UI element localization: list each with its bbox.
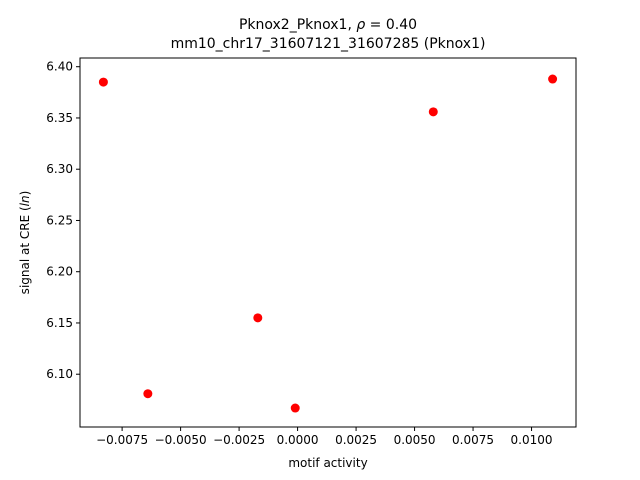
x-tick-label: 0.0025 — [335, 433, 377, 447]
ylabel-suffix: ) — [18, 191, 32, 196]
scatter-point — [143, 389, 153, 399]
ylabel-italic: ln — [18, 195, 32, 206]
y-tick-label: 6.25 — [46, 213, 73, 227]
x-tick-label: 0.0100 — [511, 433, 553, 447]
scatter-point — [428, 107, 438, 117]
scatter-point — [290, 403, 300, 413]
x-tick-label: −0.0075 — [96, 433, 148, 447]
chart-title-line1: Pknox2_Pknox1, ρ = 0.40 — [239, 17, 417, 33]
scatter-point — [253, 313, 263, 323]
chart-title-line2: mm10_chr17_31607121_31607285 (Pknox1) — [171, 36, 486, 52]
title-prefix: Pknox2_Pknox1, — [239, 17, 356, 33]
plot-area-frame — [79, 57, 577, 428]
y-axis-label: signal at CRE (ln) — [18, 191, 32, 295]
y-tick-label: 6.35 — [46, 111, 73, 125]
scatter-point — [548, 74, 558, 84]
data-points — [98, 74, 558, 413]
y-tick-label: 6.10 — [46, 367, 73, 381]
y-tick-label: 6.20 — [46, 265, 73, 279]
title-suffix: = 0.40 — [365, 17, 417, 33]
x-axis-label: motif activity — [288, 456, 367, 470]
ylabel-prefix: signal at CRE ( — [18, 206, 32, 294]
x-tick-label: 0.0000 — [277, 433, 319, 447]
title-rho: ρ — [356, 17, 365, 33]
y-tick-label: 6.15 — [46, 316, 73, 330]
scatter-point — [98, 77, 108, 87]
axis-ticks: −0.0075 −0.0050 −0.0025 0.0000 0.0025 0.0050 0… — [46, 60, 552, 447]
x-tick-label: −0.0025 — [213, 433, 265, 447]
x-tick-label: 0.0050 — [394, 433, 436, 447]
x-tick-label: 0.0075 — [452, 433, 494, 447]
y-tick-label: 6.40 — [46, 60, 73, 74]
x-tick-label: −0.0050 — [155, 433, 207, 447]
y-tick-label: 6.30 — [46, 162, 73, 176]
